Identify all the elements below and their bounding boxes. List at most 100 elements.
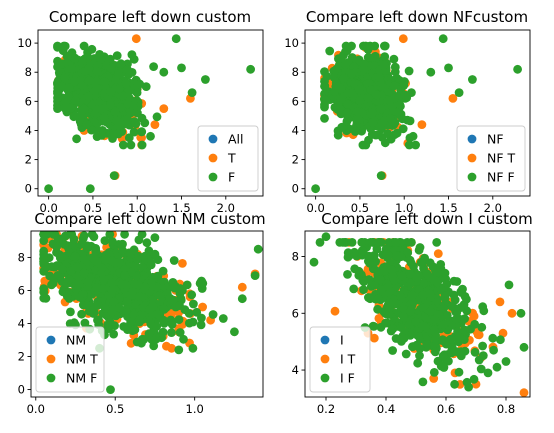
data-point bbox=[153, 309, 163, 319]
x-axis: 0.2 0.4 0.6 0.8 bbox=[317, 397, 515, 416]
data-point bbox=[513, 64, 522, 74]
data-point bbox=[335, 238, 345, 247]
data-point bbox=[483, 368, 493, 378]
data-point bbox=[440, 268, 450, 278]
data-point bbox=[83, 277, 93, 287]
data-point bbox=[388, 346, 397, 355]
data-point bbox=[140, 282, 150, 292]
data-point bbox=[320, 114, 329, 123]
data-point bbox=[167, 328, 176, 337]
data-point bbox=[430, 347, 440, 357]
data-point bbox=[454, 88, 464, 97]
data-point bbox=[376, 104, 386, 114]
data-point bbox=[374, 314, 384, 323]
data-point bbox=[118, 140, 128, 150]
data-point bbox=[80, 318, 90, 328]
subplot-top-right: Compare left down NFcustom 0.0 0.5 1.0 1.5 2… bbox=[284, 8, 531, 215]
data-point bbox=[121, 79, 131, 88]
y-tick-label: 0 bbox=[25, 182, 32, 196]
data-point bbox=[415, 243, 425, 252]
legend-entry: NF F bbox=[487, 170, 515, 185]
data-point bbox=[141, 82, 151, 91]
data-point bbox=[53, 62, 62, 72]
data-point bbox=[379, 83, 389, 93]
data-point bbox=[185, 318, 194, 328]
data-point bbox=[496, 335, 505, 345]
data-point bbox=[84, 76, 94, 85]
scatter-points bbox=[309, 232, 529, 397]
legend-entry: I T bbox=[340, 352, 356, 367]
data-point bbox=[418, 290, 428, 300]
data-point bbox=[405, 255, 415, 265]
data-point bbox=[407, 238, 416, 247]
data-point bbox=[353, 107, 362, 116]
data-point bbox=[151, 334, 161, 344]
data-point bbox=[495, 297, 505, 307]
data-point bbox=[105, 54, 115, 64]
data-point bbox=[357, 246, 367, 256]
data-point bbox=[146, 279, 156, 288]
data-point bbox=[381, 244, 391, 254]
data-point bbox=[101, 255, 110, 264]
x-tick-label: 1.5 bbox=[439, 201, 457, 215]
legend: NF NF T NF F bbox=[456, 125, 526, 192]
scatter-plot-area: 0.0 0.5 1.0 0 2 4 6 8 NM NM T NM F bbox=[18, 230, 264, 416]
x-tick-label: 2.0 bbox=[217, 201, 235, 215]
data-point bbox=[401, 349, 411, 359]
data-point bbox=[237, 282, 247, 292]
scatter-plot-area: 0.0 0.5 1.0 1.5 2.0 0 2 4 6 8 10 NF NF T NF F bbox=[284, 29, 531, 215]
data-point bbox=[118, 245, 127, 255]
data-point bbox=[159, 305, 169, 314]
data-point bbox=[122, 65, 132, 74]
data-point bbox=[62, 291, 72, 301]
data-point bbox=[129, 54, 139, 64]
data-point bbox=[417, 120, 427, 129]
data-point bbox=[386, 326, 396, 336]
data-point bbox=[432, 276, 441, 286]
legend-entry: NF T bbox=[487, 151, 516, 166]
data-point bbox=[106, 385, 115, 394]
data-point bbox=[375, 275, 385, 285]
data-point bbox=[92, 77, 101, 86]
data-point bbox=[309, 257, 319, 267]
data-point bbox=[519, 388, 529, 397]
data-point bbox=[150, 233, 160, 243]
y-axis: 0 2 4 6 8 10 bbox=[284, 36, 305, 196]
data-point bbox=[82, 243, 92, 253]
data-point bbox=[479, 306, 489, 316]
legend: NM NM T NM F bbox=[35, 326, 105, 393]
data-point bbox=[175, 284, 185, 293]
subplot-bottom-left: Compare left down NM custom 0.0 0.5 1.0 0 2 4… bbox=[18, 210, 266, 416]
data-point bbox=[189, 299, 198, 309]
data-point bbox=[64, 275, 74, 284]
data-point bbox=[387, 265, 397, 275]
x-tick-label: 2.0 bbox=[484, 201, 502, 215]
data-point bbox=[118, 239, 127, 249]
data-point bbox=[380, 52, 390, 61]
scatter-points bbox=[311, 34, 522, 194]
data-point bbox=[126, 140, 136, 150]
data-point bbox=[117, 279, 126, 289]
data-point bbox=[129, 310, 139, 320]
data-point bbox=[474, 355, 484, 365]
data-point bbox=[179, 334, 188, 344]
data-point bbox=[175, 328, 185, 337]
data-point bbox=[109, 297, 119, 306]
data-point bbox=[419, 279, 428, 288]
x-tick-label: 0.4 bbox=[377, 402, 395, 416]
data-point bbox=[177, 63, 186, 73]
data-point bbox=[79, 268, 89, 278]
legend-marker bbox=[320, 335, 330, 345]
y-tick-label: 4 bbox=[292, 363, 299, 377]
data-point bbox=[347, 88, 356, 98]
subplot-top-left: Compare left down custom 0.0 0.5 1.0 1.5 2.0… bbox=[17, 8, 264, 215]
data-point bbox=[380, 138, 390, 148]
data-point bbox=[350, 264, 360, 274]
data-point bbox=[174, 345, 184, 355]
data-point bbox=[450, 379, 459, 389]
data-point bbox=[447, 348, 456, 358]
data-point bbox=[462, 377, 472, 387]
data-point bbox=[125, 291, 135, 300]
data-point bbox=[337, 122, 347, 132]
data-point bbox=[342, 116, 352, 126]
